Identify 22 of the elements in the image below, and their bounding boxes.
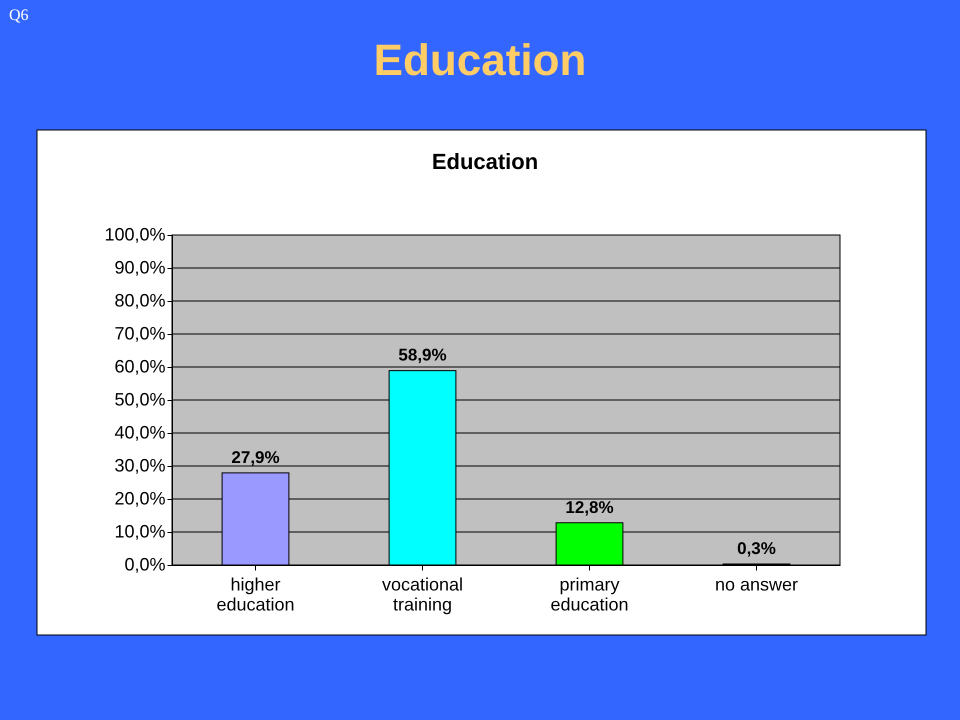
x-tick-label: higher education <box>216 574 295 614</box>
y-tick-label: 50,0% <box>114 390 166 410</box>
y-tick-label: 0,0% <box>124 554 166 574</box>
x-tick-label: primary education <box>550 574 629 614</box>
y-tick-label: 20,0% <box>114 488 166 508</box>
x-tick-label: no answer <box>714 574 798 594</box>
y-tick-label: 60,0% <box>114 356 166 376</box>
text: Q6 <box>9 7 29 24</box>
chart-title: Education <box>374 36 586 85</box>
y-tick-label: 40,0% <box>114 422 166 442</box>
chart-subtitle: Education <box>432 149 538 174</box>
y-tick-label: 100,0% <box>104 224 166 244</box>
y-tick-label: 30,0% <box>114 456 166 476</box>
y-tick-label: 70,0% <box>114 324 166 344</box>
data-label: 0,3% <box>737 539 776 558</box>
y-tick-label: 10,0% <box>114 522 166 542</box>
x-tick-label: vocational training <box>382 574 464 614</box>
y-tick-label: 80,0% <box>114 290 166 310</box>
data-label: 58,9% <box>398 346 447 365</box>
data-label: 12,8% <box>565 498 614 517</box>
y-tick-label: 90,0% <box>114 258 166 278</box>
data-label: 27,9% <box>231 448 280 467</box>
